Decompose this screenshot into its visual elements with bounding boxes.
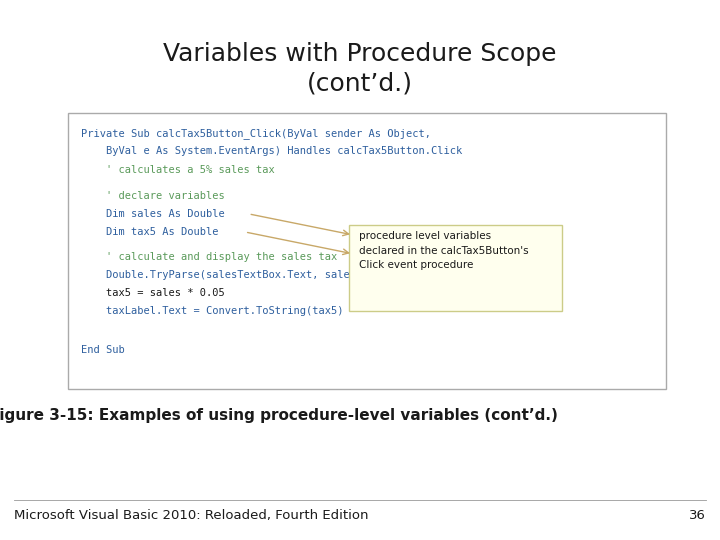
Text: ' calculate and display the sales tax: ' calculate and display the sales tax [81, 252, 337, 262]
Text: Dim sales As Double: Dim sales As Double [81, 209, 225, 219]
FancyBboxPatch shape [68, 113, 666, 389]
Text: Double.TryParse(salesTextBox.Text, sales): Double.TryParse(salesTextBox.Text, sales… [81, 270, 362, 280]
Text: ByVal e As System.EventArgs) Handles calcTax5Button.Click: ByVal e As System.EventArgs) Handles cal… [81, 146, 462, 156]
Text: (cont’d.): (cont’d.) [307, 72, 413, 96]
Text: Dim tax5 As Double: Dim tax5 As Double [81, 227, 218, 237]
Text: Variables with Procedure Scope: Variables with Procedure Scope [163, 42, 557, 66]
Text: taxLabel.Text = Convert.ToString(tax5): taxLabel.Text = Convert.ToString(tax5) [81, 306, 343, 316]
Text: procedure level variables
declared in the calcTax5Button's
Click event procedure: procedure level variables declared in th… [359, 231, 528, 270]
Text: Private Sub calcTax5Button_Click(ByVal sender As Object,: Private Sub calcTax5Button_Click(ByVal s… [81, 128, 431, 139]
Text: ' calculates a 5% sales tax: ' calculates a 5% sales tax [81, 165, 274, 175]
Text: tax5 = sales * 0.05: tax5 = sales * 0.05 [81, 288, 225, 298]
Text: ' declare variables: ' declare variables [81, 191, 225, 201]
FancyBboxPatch shape [349, 225, 562, 310]
Text: 36: 36 [689, 509, 706, 522]
Text: Figure 3-15: Examples of using procedure-level variables (cont’d.): Figure 3-15: Examples of using procedure… [0, 408, 558, 423]
Text: Microsoft Visual Basic 2010: Reloaded, Fourth Edition: Microsoft Visual Basic 2010: Reloaded, F… [14, 509, 369, 522]
Text: End Sub: End Sub [81, 345, 125, 355]
